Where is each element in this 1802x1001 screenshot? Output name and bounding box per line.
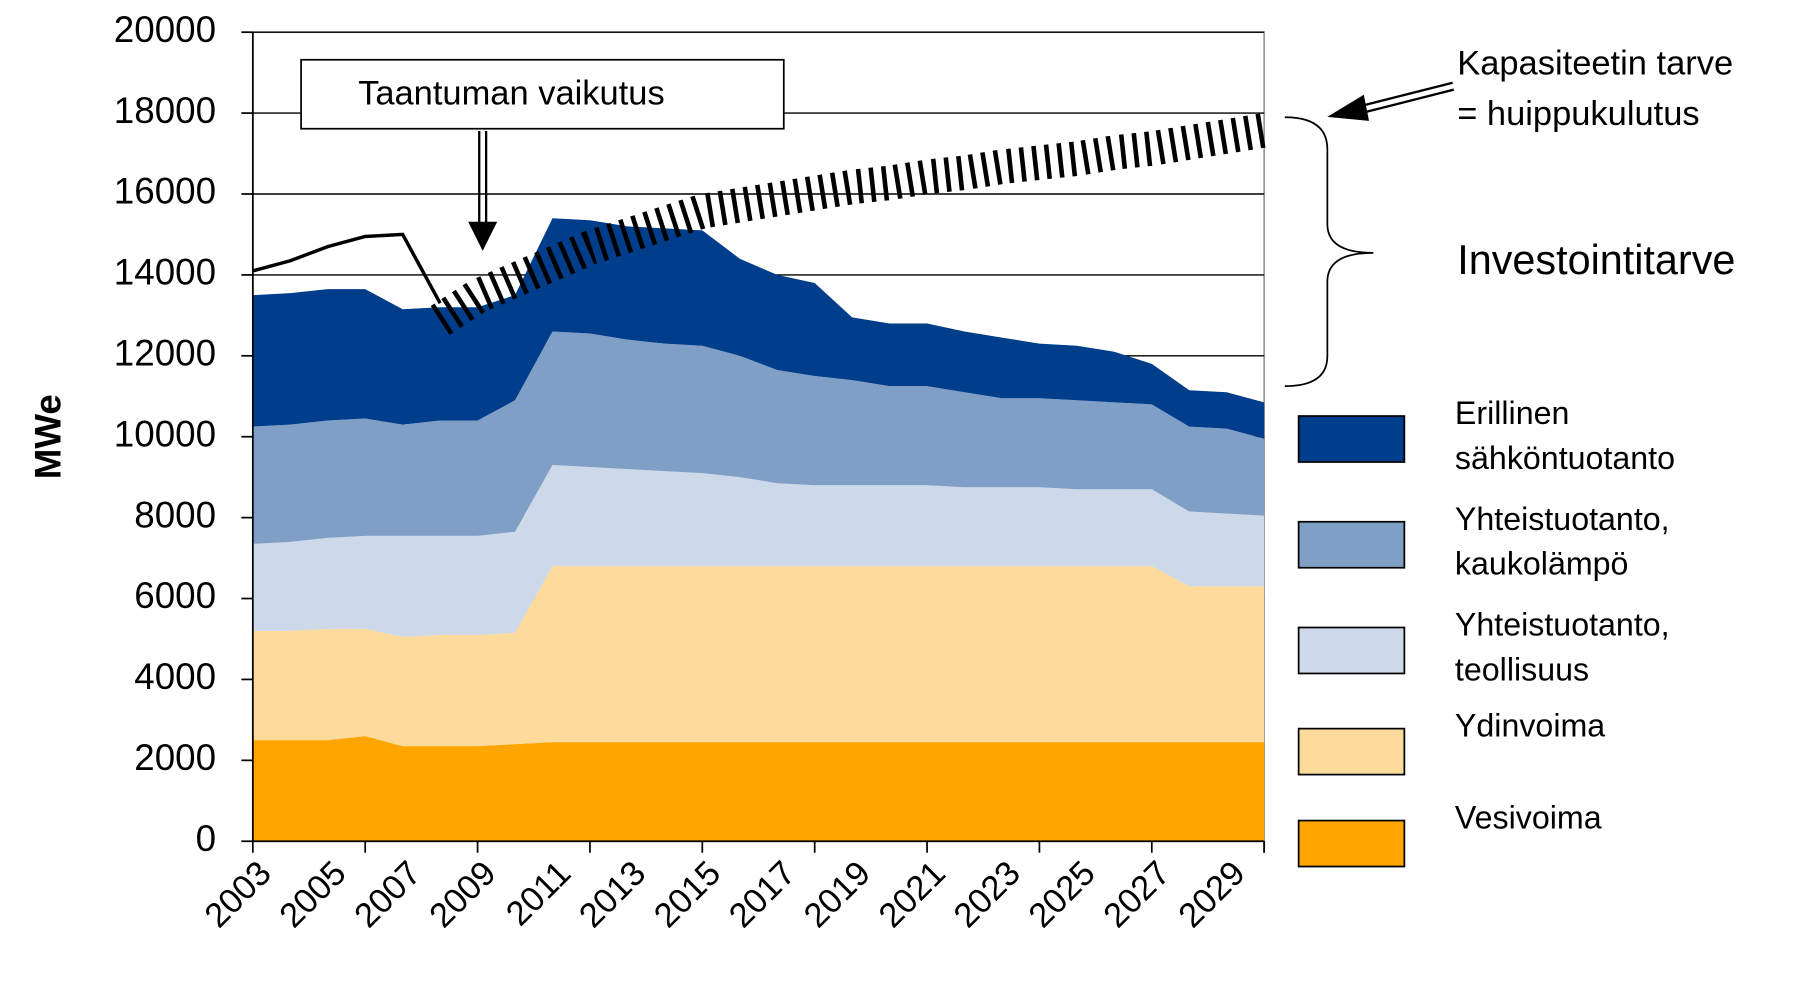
legend-label: Ydinvoima — [1454, 707, 1606, 744]
legend-label: Yhteistuotanto, teollisuus — [1454, 606, 1670, 688]
annotation: Investointitarve — [1457, 237, 1735, 283]
y-tick-label: 16000 — [114, 171, 216, 212]
x-tick-label: 2027 — [1097, 854, 1178, 935]
x-tick-label: 2003 — [198, 854, 279, 935]
x-tick-label: 2009 — [422, 854, 503, 935]
x-tick-label: 2005 — [273, 854, 354, 935]
legend-label-box: Yhteistuotanto, kaukolämpö — [1454, 501, 1670, 582]
capacity-arrow — [1327, 81, 1455, 121]
x-tick-label: 2011 — [499, 854, 578, 933]
annotation: Kapasiteetin tarve — [1457, 45, 1733, 83]
x-tick-label: 2025 — [1022, 854, 1103, 935]
legend-swatch — [1297, 415, 1406, 463]
x-tick-label: 2013 — [572, 854, 653, 935]
x-tick-label: 2021 — [872, 854, 953, 935]
legend: Erillinen sähköntuotanto Yhteistuotanto, … — [1297, 395, 1676, 868]
y-tick-label: 8000 — [134, 494, 216, 535]
x-tick-label: 2017 — [722, 854, 803, 935]
x-tick-label: 2007 — [347, 854, 428, 935]
demand-line-hatched — [430, 113, 1267, 335]
y-tick-label: 10000 — [114, 413, 216, 454]
annotation: Taantuman vaikutus — [358, 75, 665, 113]
demand-line — [252, 232, 442, 305]
x-tick-label: 2019 — [797, 854, 878, 935]
y-tick-label: 0 — [196, 818, 216, 859]
legend-swatch — [1297, 819, 1406, 868]
legend-swatch — [1297, 626, 1406, 675]
y-tick-label: 20000 — [114, 9, 216, 50]
legend-label-box: Erillinen sähköntuotanto — [1454, 395, 1676, 476]
area — [252, 218, 1265, 439]
legend-label-box: Vesivoima — [1454, 799, 1602, 836]
y-axis-label: MWe — [27, 394, 68, 479]
areas — [252, 218, 1265, 842]
legend-label: Vesivoima — [1454, 799, 1602, 836]
area — [252, 465, 1265, 637]
annotation-arrow — [468, 131, 498, 251]
legend-label: Erillinen sähköntuotanto — [1454, 395, 1676, 476]
x-tick-label: 2023 — [947, 854, 1028, 935]
y-tick-label: 4000 — [134, 656, 216, 697]
brace — [1284, 116, 1374, 388]
x-tick-label: 2015 — [647, 854, 728, 935]
legend-label-box: Yhteistuotanto, teollisuus — [1454, 606, 1670, 688]
area — [252, 736, 1265, 842]
legend-label: Yhteistuotanto, kaukolämpö — [1454, 501, 1670, 582]
area — [252, 566, 1265, 747]
y-tick-label: 18000 — [114, 90, 216, 131]
y-tick-label: 12000 — [114, 333, 216, 374]
y-tick-label: 2000 — [134, 737, 216, 778]
area — [252, 331, 1265, 544]
annotation: = huippukulutus — [1457, 95, 1699, 133]
legend-label-box: Ydinvoima — [1454, 707, 1606, 744]
y-tick-label: 6000 — [134, 575, 216, 616]
y-tick-label: 14000 — [114, 252, 216, 293]
lines — [252, 113, 1267, 335]
legend-swatch — [1297, 520, 1406, 569]
legend-swatch — [1297, 727, 1406, 776]
x-tick-label: 2029 — [1171, 854, 1252, 935]
annotation-box — [300, 58, 785, 130]
